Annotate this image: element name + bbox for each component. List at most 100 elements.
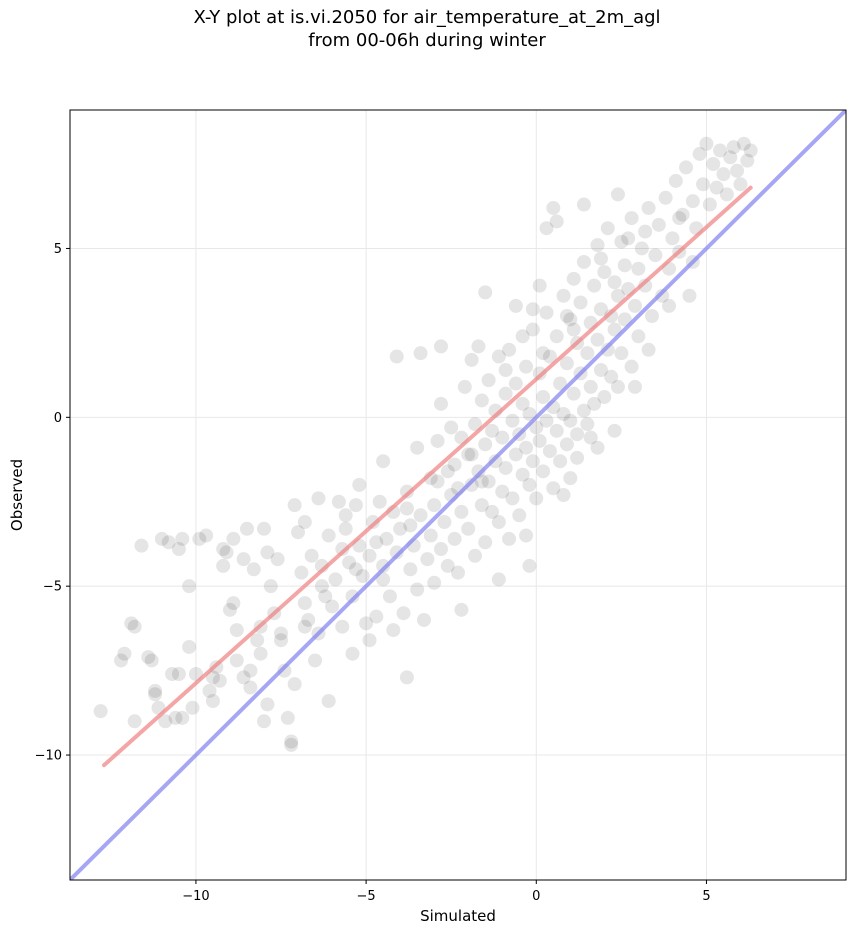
data-point — [508, 447, 523, 462]
data-point — [627, 379, 642, 394]
data-point — [376, 558, 391, 573]
data-point — [376, 572, 391, 587]
data-point — [610, 379, 625, 394]
data-point — [212, 673, 227, 688]
data-point — [389, 349, 404, 364]
data-point — [433, 339, 448, 354]
x-tick-label: −5 — [357, 889, 376, 904]
data-point — [114, 653, 129, 668]
data-point — [617, 258, 632, 273]
data-point — [260, 545, 275, 560]
data-point — [335, 619, 350, 634]
data-point — [614, 346, 629, 361]
data-point — [719, 187, 734, 202]
data-point — [495, 484, 510, 499]
data-point — [522, 558, 537, 573]
data-point — [352, 477, 367, 492]
data-point — [716, 167, 731, 182]
data-point — [539, 305, 554, 320]
data-point — [587, 278, 602, 293]
data-point — [566, 386, 581, 401]
data-point — [553, 376, 568, 391]
data-point — [410, 582, 425, 597]
data-point — [580, 417, 595, 432]
data-point — [696, 177, 711, 192]
data-point — [621, 231, 636, 246]
data-point — [182, 639, 197, 654]
data-point — [362, 548, 377, 563]
data-point — [291, 525, 306, 540]
data-point — [546, 200, 561, 215]
data-point — [423, 528, 438, 543]
data-point — [171, 666, 186, 681]
y-axis-label: Observed — [8, 459, 26, 531]
data-point — [274, 626, 289, 641]
data-point — [440, 464, 455, 479]
data-point — [641, 342, 656, 357]
data-point — [631, 261, 646, 276]
chart-title: X-Y plot at is.vi.2050 for air_temperatu… — [193, 7, 661, 28]
data-point — [610, 187, 625, 202]
data-point — [287, 498, 302, 513]
data-point — [593, 302, 608, 317]
data-point — [692, 146, 707, 161]
data-point — [502, 531, 517, 546]
data-point — [250, 633, 265, 648]
data-point — [491, 349, 506, 364]
data-point — [549, 214, 564, 229]
data-point — [154, 531, 169, 546]
data-point — [590, 332, 605, 347]
data-point — [481, 373, 496, 388]
data-point — [199, 528, 214, 543]
data-point — [297, 619, 312, 634]
data-point — [205, 694, 220, 709]
data-point — [413, 346, 428, 361]
data-point — [362, 633, 377, 648]
data-point — [559, 437, 574, 452]
y-tick-label: −5 — [43, 580, 62, 595]
data-point — [175, 710, 190, 725]
data-point — [665, 231, 680, 246]
data-point — [348, 562, 363, 577]
data-point — [216, 558, 231, 573]
data-point — [600, 221, 615, 236]
data-point — [471, 464, 486, 479]
data-point — [454, 504, 469, 519]
x-tick-label: 0 — [532, 889, 540, 904]
data-point — [736, 136, 751, 151]
data-point — [454, 602, 469, 617]
data-point — [563, 413, 578, 428]
data-point — [525, 454, 540, 469]
data-points — [93, 136, 758, 752]
data-point — [505, 491, 520, 506]
data-point — [491, 572, 506, 587]
data-point — [165, 666, 180, 681]
data-point — [464, 477, 479, 492]
data-point — [519, 359, 534, 374]
data-point — [318, 589, 333, 604]
data-point — [532, 433, 547, 448]
trend-lines — [70, 110, 846, 880]
data-point — [580, 346, 595, 361]
data-point — [403, 562, 418, 577]
data-point — [576, 403, 591, 418]
data-point — [216, 542, 231, 557]
y-tick-label: −10 — [35, 749, 62, 764]
data-point — [433, 396, 448, 411]
data-point — [607, 423, 622, 438]
data-point — [662, 298, 677, 313]
data-point — [702, 197, 717, 212]
data-point — [416, 612, 431, 627]
data-point — [321, 528, 336, 543]
data-point — [226, 596, 241, 611]
data-point — [236, 670, 251, 685]
data-point — [158, 714, 173, 729]
data-point — [593, 251, 608, 266]
data-point — [124, 616, 139, 631]
data-point — [389, 545, 404, 560]
data-point — [229, 653, 244, 668]
data-point — [399, 670, 414, 685]
data-point — [525, 322, 540, 337]
data-point — [627, 298, 642, 313]
